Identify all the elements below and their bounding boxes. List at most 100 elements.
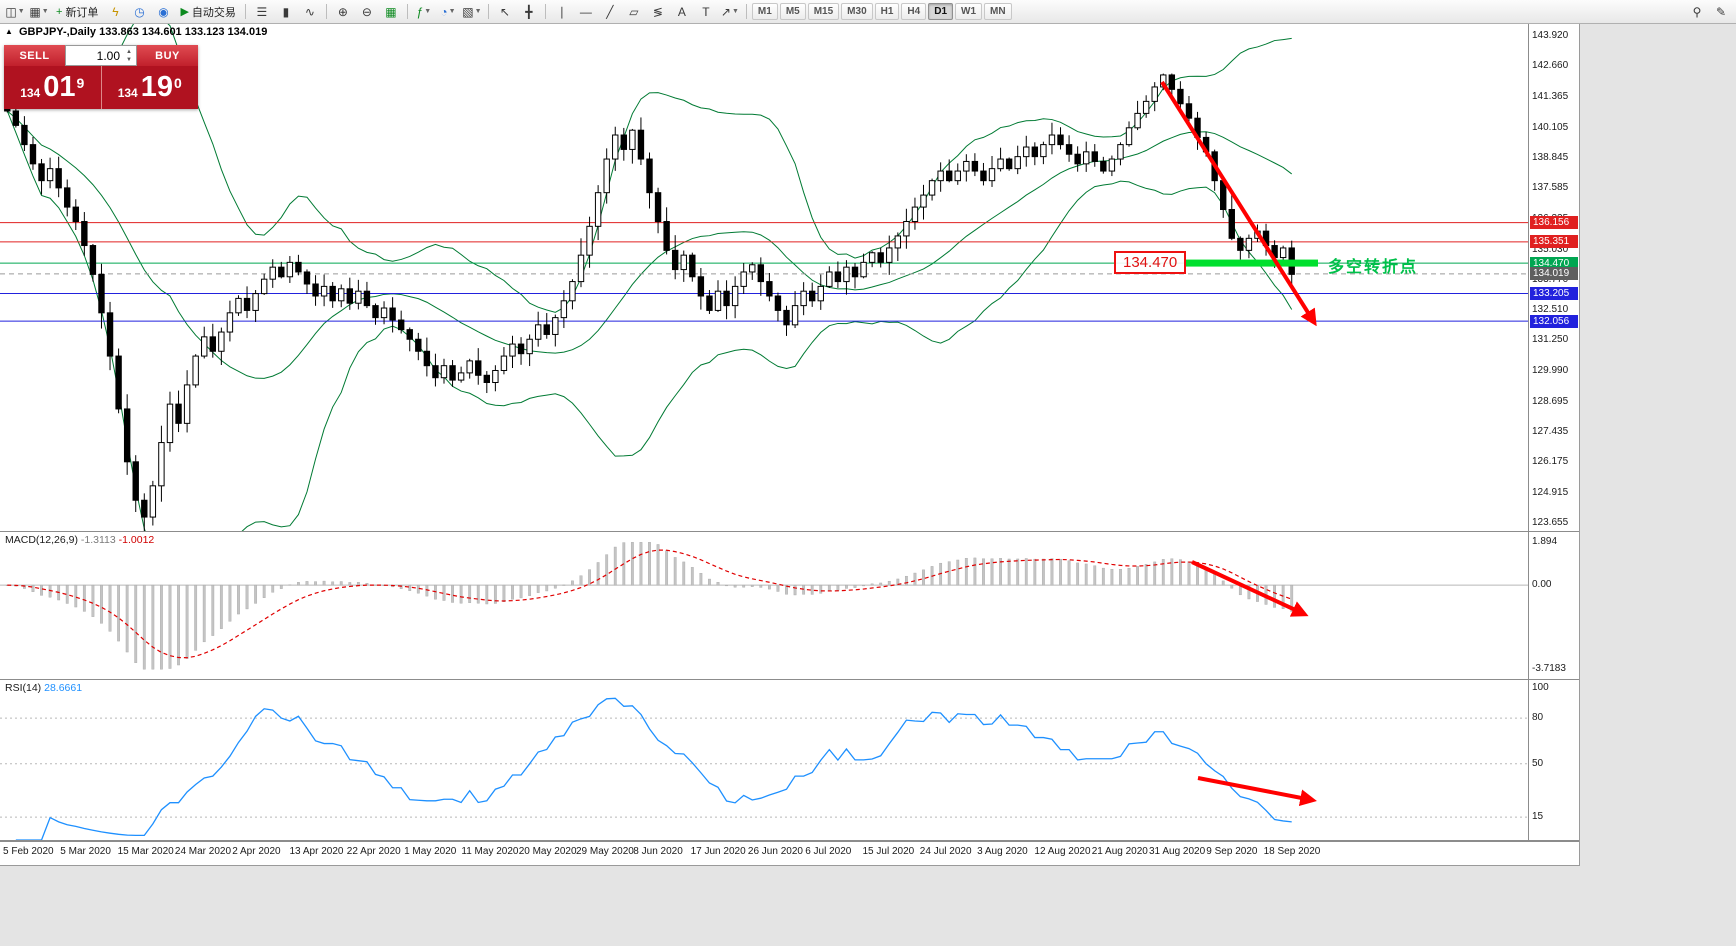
rsi-panel: RSI(14) 28.6661 100 80 50 15 (0, 680, 1579, 841)
sell-price-big: 01 (43, 71, 76, 103)
fibonacci-icon[interactable]: ≶ (647, 1, 669, 22)
line-chart-icon: ∿ (304, 4, 315, 19)
edit-icon: ✎ (1715, 4, 1727, 19)
macd-panel: MACD(12,26,9) -1.3113 -1.0012 1.894 0.00 -… (0, 532, 1579, 680)
timeframe-button-mn[interactable]: MN (984, 3, 1012, 20)
axis-tick-label: -3.7183 (1532, 663, 1566, 675)
axis-tick-label: 123.655 (1532, 516, 1569, 528)
zoom-in-icon[interactable]: ⊕ (332, 1, 354, 22)
vertical-line-icon[interactable]: ∣ (551, 1, 573, 22)
volume-down-icon[interactable]: ▼ (126, 56, 132, 63)
sell-button[interactable]: SELL (4, 45, 65, 66)
timeframe-button-m30[interactable]: M30 (841, 3, 873, 20)
text-icon[interactable]: A (671, 1, 693, 22)
new-order-icon: + (56, 5, 63, 18)
bar-chart-icon: ☰ (256, 4, 268, 19)
date-label: 29 May 2020 (576, 846, 634, 857)
collapse-icon[interactable]: ▲ (5, 27, 13, 36)
bollinger-lower-band (6, 110, 1293, 531)
chevron-down-icon[interactable]: ▼ (448, 8, 456, 15)
profiles-icon: ▦ (29, 4, 41, 19)
fibonacci-icon: ≶ (652, 4, 663, 19)
trend-arrow[interactable] (1191, 560, 1309, 617)
text-label-icon[interactable]: T (695, 1, 717, 22)
price-tag: 132.056 (1530, 314, 1578, 328)
axis-tick-label: 129.990 (1532, 364, 1569, 376)
buy-button[interactable]: BUY (137, 45, 198, 66)
price-axis[interactable]: 143.920 142.660 141.365 140.105 138.845 137.5… (1528, 24, 1579, 531)
price-tag: 136.156 (1530, 216, 1578, 230)
buy-price[interactable]: 134 19 0 (102, 66, 199, 109)
edit-icon[interactable]: ✎ (1710, 1, 1732, 22)
horizontal-line-icon: ― (579, 4, 592, 19)
date-label: 9 Sep 2020 (1206, 846, 1258, 857)
candlestick-chart-icon[interactable]: ▮ (275, 1, 297, 22)
channel-icon[interactable]: ▱ (623, 1, 645, 22)
macd-axis[interactable]: 1.894 0.00 -3.7183 (1528, 532, 1579, 679)
crosshair-icon[interactable]: ╋ (518, 1, 540, 22)
new-chart-icon[interactable]: ◫ ▼ (4, 1, 26, 22)
autotrading-button[interactable]: ▶ 自动交易 (175, 2, 240, 21)
trendline-icon[interactable]: ╱ (599, 1, 621, 22)
time-axis[interactable]: 5 Feb 2020 5 Mar 2020 15 Mar 2020 24 Mar 20… (0, 841, 1579, 865)
rsi-chart (0, 697, 1528, 840)
metaeditor-icon[interactable]: ϟ (104, 1, 126, 22)
date-label: 6 Jul 2020 (805, 846, 852, 857)
timeframe-button-m15[interactable]: M15 (807, 3, 840, 20)
timeframe-button-h4[interactable]: H4 (901, 3, 927, 20)
chevron-down-icon[interactable]: ▼ (41, 8, 49, 15)
volume-up-icon[interactable]: ▲ (126, 48, 132, 55)
sell-price-pip: 9 (76, 74, 85, 91)
timeframe-button-h1[interactable]: H1 (874, 3, 900, 20)
zoom-out-icon[interactable]: ⊖ (356, 1, 378, 22)
line-chart-icon[interactable]: ∿ (299, 1, 321, 22)
indicators-icon: ƒ (416, 4, 424, 19)
new-order-button[interactable]: + 新订单 (51, 2, 103, 21)
timeframe-button-m1[interactable]: M1 (751, 3, 778, 20)
templates-icon: ▧ (462, 4, 474, 19)
options-icon[interactable]: ◉ (152, 1, 174, 22)
cursor-icon[interactable]: ↖ (494, 1, 516, 22)
macd-signal-line (7, 549, 1292, 659)
timeframe-button-m5[interactable]: M5 (779, 3, 806, 20)
price-tag: 134.470 (1530, 256, 1578, 270)
bar-chart-icon[interactable]: ☰ (251, 1, 273, 22)
periods-icon[interactable]: ◔ ▼ (437, 1, 459, 22)
timeframe-button-w1[interactable]: W1 (955, 3, 983, 20)
trend-arrow[interactable] (1160, 80, 1317, 327)
horizontal-line-icon[interactable]: ― (575, 1, 597, 22)
turning-point-label[interactable]: 多空转折点 (1328, 259, 1419, 276)
axis-tick-label: 15 (1532, 811, 1544, 823)
chevron-down-icon[interactable]: ▼ (424, 8, 432, 15)
date-label: 15 Mar 2020 (117, 846, 174, 857)
volume-input[interactable] (66, 47, 122, 64)
indicators-icon[interactable]: ƒ ▼ (413, 1, 435, 22)
axis-tick-label: 140.105 (1532, 121, 1569, 133)
trend-arrow[interactable] (1197, 776, 1317, 807)
tile-windows-icon[interactable]: ▦ (380, 1, 402, 22)
macd-main-value: -1.3113 (80, 534, 116, 546)
templates-icon[interactable]: ▧ ▼ (461, 1, 483, 22)
date-label: 1 May 2020 (404, 846, 457, 857)
chevron-down-icon[interactable]: ▼ (731, 8, 739, 15)
history-center-icon[interactable]: ◷ (128, 1, 150, 22)
sell-price[interactable]: 134 01 9 (4, 66, 101, 109)
toolbar-button-label: 自动交易 (191, 6, 236, 19)
timeframe-button-d1[interactable]: D1 (928, 3, 954, 20)
rsi-axis[interactable]: 100 80 50 15 (1528, 680, 1579, 840)
volume-field: ▲ ▼ (65, 45, 137, 66)
chevron-down-icon[interactable]: ▼ (474, 8, 482, 15)
support-highlight-bar[interactable] (1186, 259, 1318, 267)
axis-tick-label: 142.660 (1532, 60, 1569, 72)
profiles-icon[interactable]: ▦ ▼ (28, 1, 50, 22)
price-tag: 135.351 (1530, 235, 1578, 249)
axis-tick-label: 0.00 (1532, 579, 1552, 591)
date-label: 24 Mar 2020 (174, 846, 232, 857)
arrows-icon[interactable]: ↗ ▼ (719, 1, 741, 22)
toolbar-button-label: 新订单 (65, 6, 99, 19)
bollinger-middle-band (6, 110, 1293, 379)
new-chart-icon: ◫ (5, 4, 17, 19)
price-callout-box[interactable]: 134.470 (1114, 251, 1187, 274)
chevron-down-icon[interactable]: ▼ (17, 8, 25, 15)
search-icon[interactable]: ⚲ (1686, 1, 1708, 22)
